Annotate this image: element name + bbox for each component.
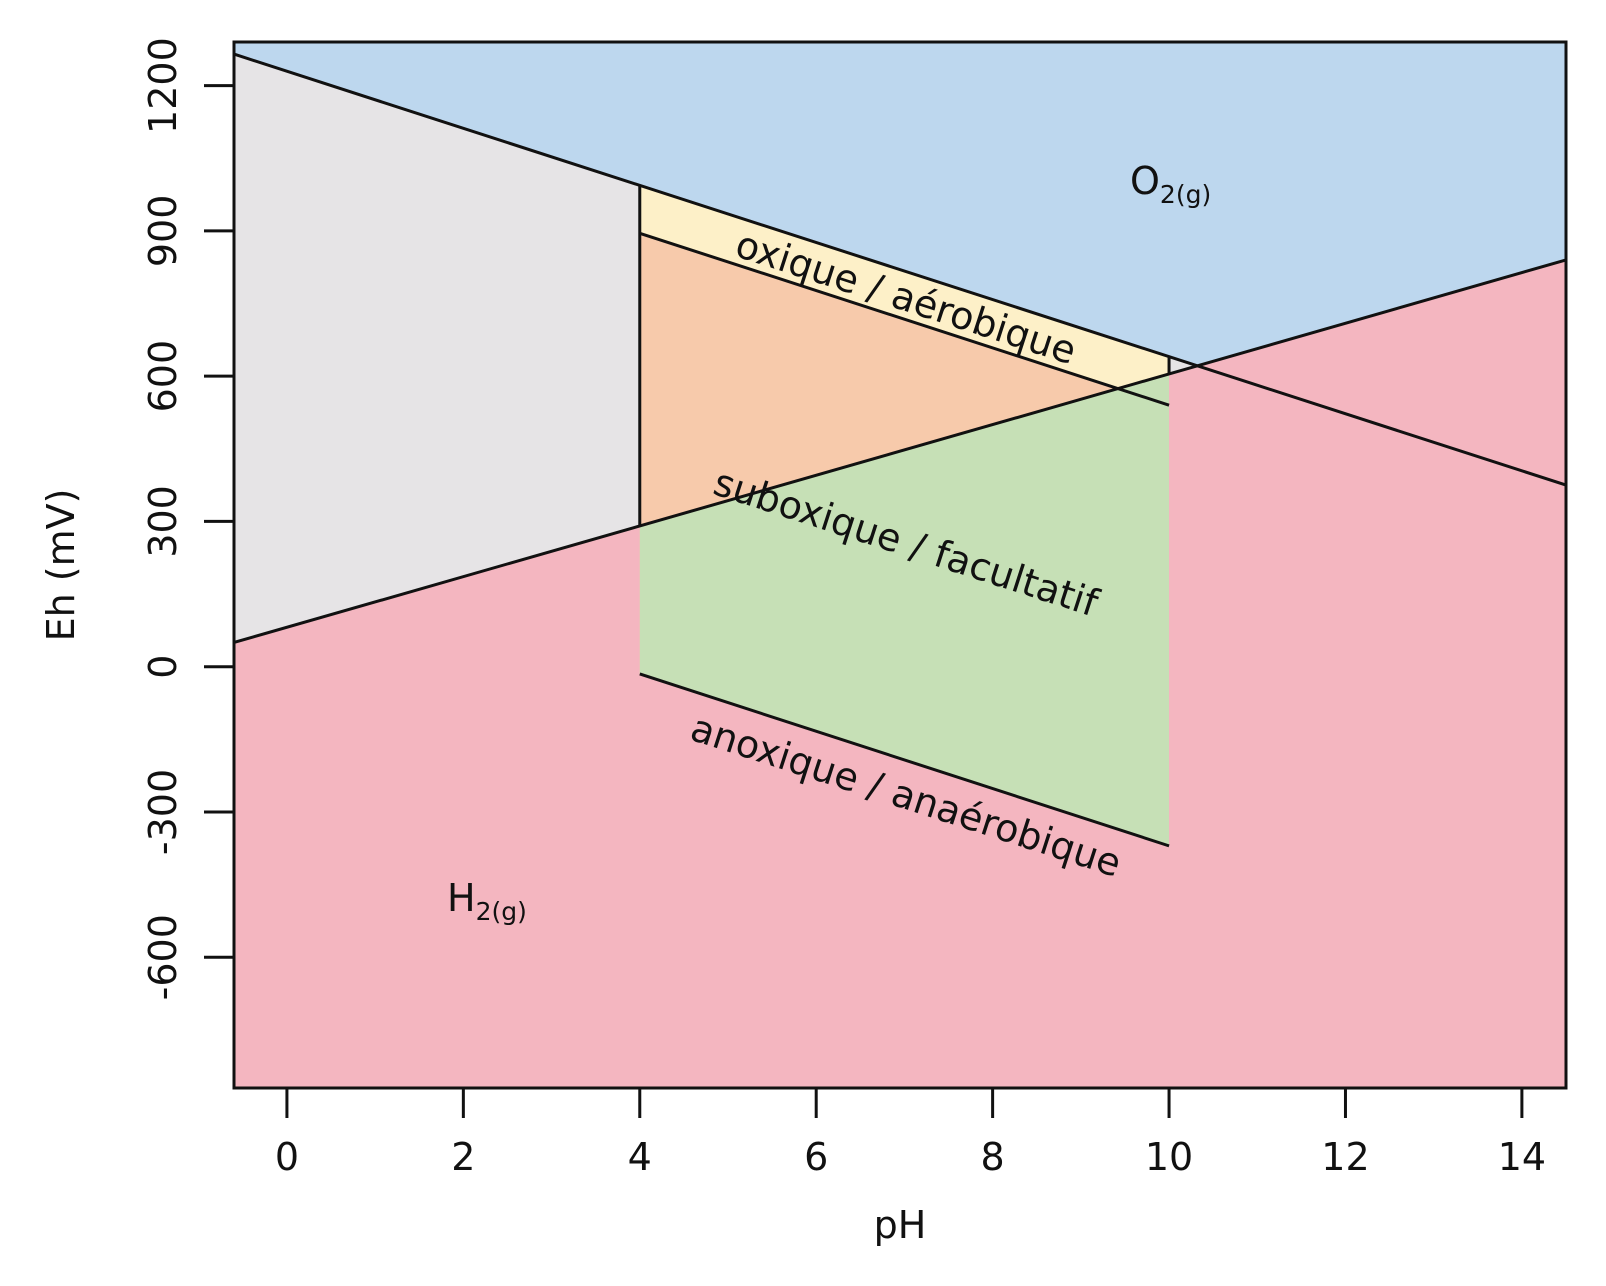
x-tick-label: 12 <box>1321 1135 1369 1179</box>
y-tick-label: 900 <box>141 195 185 268</box>
axes-layer: 0 2 4 6 8 10 12 14 -600 -300 0 300 600 900 1200 <box>141 37 1546 1179</box>
x-tick-label: 2 <box>451 1135 475 1179</box>
gas-label-o2-subscript: 2(g) <box>1160 180 1211 209</box>
x-tick-label: 14 <box>1498 1135 1546 1179</box>
gas-label-o2: O2(g) <box>1130 159 1211 209</box>
y-tick-label: -300 <box>141 769 185 855</box>
y-tick-label: 600 <box>141 340 185 413</box>
y-axis-title: Eh (mV) <box>39 489 83 642</box>
y-tick-label: 0 <box>141 655 185 679</box>
o2-water-boundary-line <box>233 52 1567 487</box>
h2-water-boundary-line <box>233 258 1567 644</box>
x-axis-title: pH <box>874 1203 927 1247</box>
region-oxic <box>639 185 1169 406</box>
x-tick-label: 10 <box>1145 1135 1193 1179</box>
x-tick-label: 8 <box>981 1135 1005 1179</box>
x-tick-label: 6 <box>804 1135 828 1179</box>
x-tick-label: 0 <box>275 1135 299 1179</box>
oxic-suboxic-boundary-line <box>639 231 1170 407</box>
boundary-lines-layer <box>233 52 1567 848</box>
y-tick-label: 1200 <box>141 37 185 134</box>
gas-label-h2-symbol: H <box>447 876 476 920</box>
gas-label-o2-symbol: O <box>1130 159 1160 203</box>
x-tick-label: 4 <box>628 1135 652 1179</box>
gas-label-h2-subscript: 2(g) <box>476 897 527 926</box>
region-anoxic <box>639 373 1169 846</box>
gas-label-h2: H2(g) <box>447 876 527 926</box>
y-tick-label: -600 <box>141 914 185 1000</box>
suboxic-anoxic-boundary-line <box>639 672 1170 848</box>
y-tick-label: 300 <box>141 485 185 558</box>
plot-frame <box>232 40 1568 1090</box>
regions-layer <box>234 42 1566 1088</box>
